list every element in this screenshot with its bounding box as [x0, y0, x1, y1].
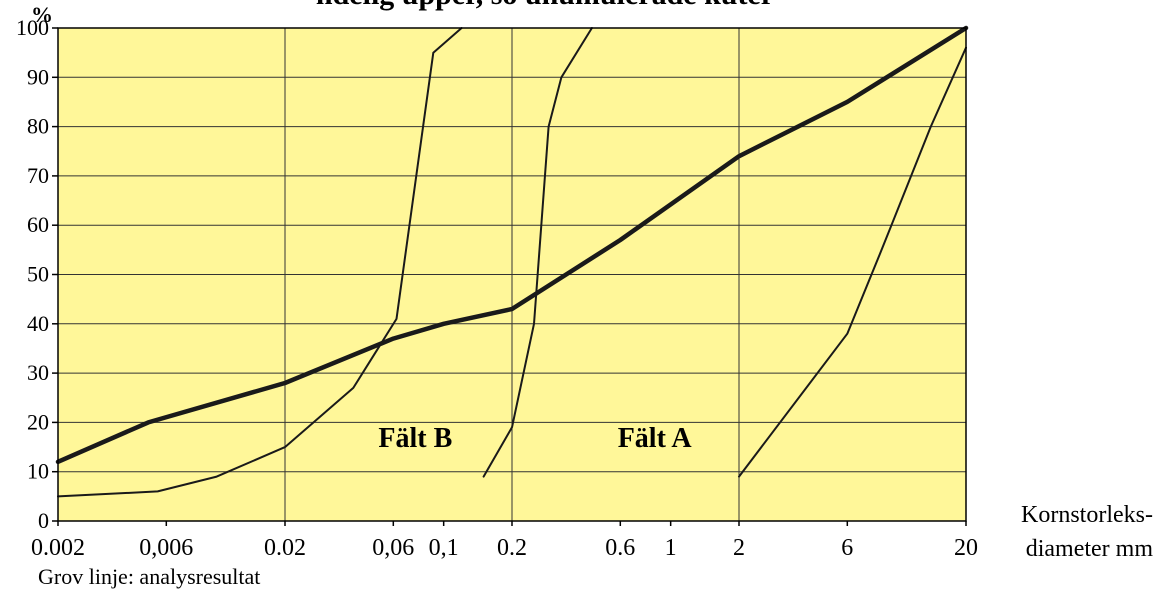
x-axis-label-line1: Kornstorleks-: [1021, 502, 1153, 528]
x-tick-label: 0.6: [605, 535, 635, 561]
y-tick-label: 20: [27, 409, 49, 434]
y-tick-label: 70: [27, 163, 49, 188]
series-layer: [55, 25, 969, 498]
x-tick-label: 0,1: [429, 535, 459, 561]
chart-title: ndelig upper, so unumulerade kuter: [316, 0, 774, 11]
y-tick-label: 30: [27, 360, 49, 385]
y-tick-label: 40: [27, 311, 49, 336]
chart-note: Grov linje: analysresultat: [38, 564, 260, 589]
annotations: Fält B Fält A: [378, 423, 692, 454]
x-tick-label: 0,006: [139, 535, 193, 561]
x-tick-label: 0.2: [497, 535, 527, 561]
y-tick-label: 0: [38, 508, 49, 533]
y-tick-label: 100: [16, 15, 49, 40]
x-tick-label: 2: [733, 535, 745, 561]
series-line-1: [55, 25, 969, 465]
y-tick-label: 50: [27, 262, 49, 287]
y-tick-label: 80: [27, 114, 49, 139]
y-tick-label: 90: [27, 64, 49, 89]
y-tick-label: 10: [27, 459, 49, 484]
y-axis-ticks: 0 10 20 30 40 50 60 70 80 90 100: [16, 15, 58, 533]
x-axis-label-line2: diameter mm: [1026, 536, 1154, 562]
series-line-4: [738, 46, 967, 478]
x-tick-label: 1: [665, 535, 677, 561]
annotation-label: Fält B: [378, 423, 452, 454]
x-tick-label: 20: [954, 535, 978, 561]
x-axis-ticks: 0.002 0,006 0.02 0,06 0,1 0.2 0.6 1 2 6 20: [31, 521, 978, 561]
x-tick-label: 6: [841, 535, 853, 561]
series-line-3: [482, 27, 593, 478]
y-tick-label: 60: [27, 212, 49, 237]
series-line-2: [57, 27, 463, 498]
y-unit-label: %: [31, 2, 53, 27]
x-tick-label: 0.002: [31, 535, 85, 561]
x-tick-label: 0.02: [264, 535, 306, 561]
annotation-label: Fält A: [618, 423, 693, 454]
x-tick-label: 0,06: [372, 535, 414, 561]
